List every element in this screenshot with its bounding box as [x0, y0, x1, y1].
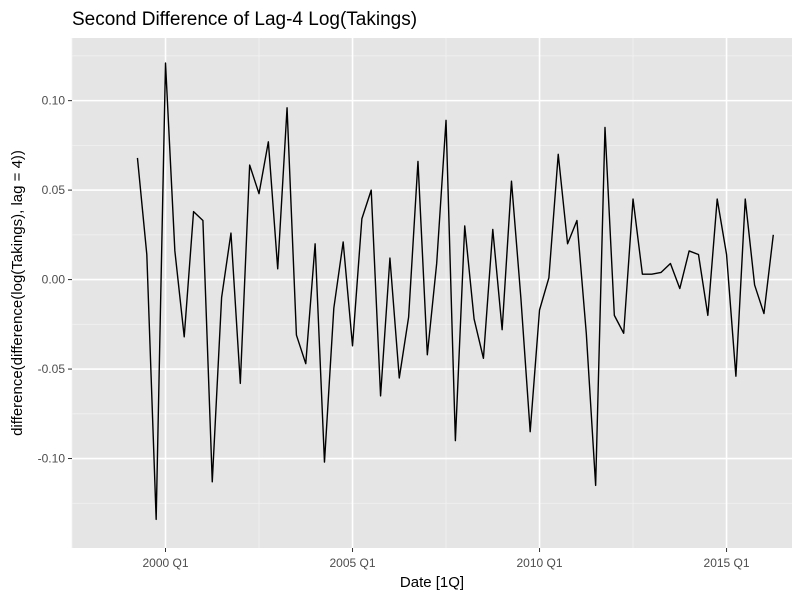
series-line	[136, 62, 774, 521]
x-tick-label: 2000 Q1	[142, 556, 188, 570]
y-tick-label: 0.10	[42, 94, 66, 108]
y-tick-label: -0.05	[38, 362, 66, 376]
x-tick-label: 2010 Q1	[517, 556, 563, 570]
x-axis: 2000 Q1 2005 Q1 2010 Q1 2015 Q1	[142, 548, 750, 570]
x-tick-label: 2015 Q1	[704, 556, 750, 570]
y-tick-label: 0.00	[42, 273, 66, 287]
series-layer	[136, 62, 774, 521]
x-tick-label: 2005 Q1	[329, 556, 375, 570]
y-axis-title: difference(difference(log(Takings), lag …	[9, 150, 26, 436]
x-axis-title: Date [1Q]	[400, 574, 464, 591]
plot-panel	[72, 38, 792, 548]
chart-title: Second Difference of Lag-4 Log(Takings)	[72, 9, 417, 30]
y-tick-label: -0.10	[38, 452, 66, 466]
y-axis: -0.10 -0.05 0.00 0.05 0.10	[38, 94, 72, 466]
major-gridlines	[72, 38, 792, 548]
y-tick-label: 0.05	[42, 183, 66, 197]
